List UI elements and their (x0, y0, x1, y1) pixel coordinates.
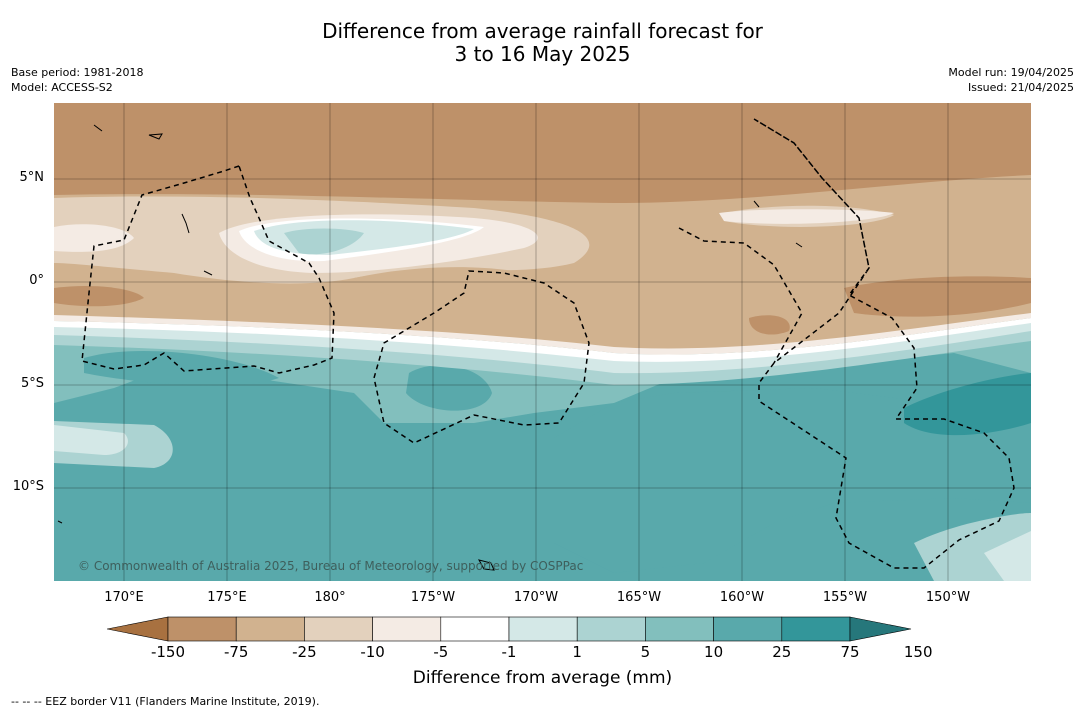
colorbar-title: Difference from average (mm) (412, 668, 673, 688)
light-brown-band (54, 313, 1031, 355)
teal-25-75-east (554, 388, 1031, 573)
brown-75-25-patch (749, 315, 790, 335)
colorbar-cell (440, 616, 510, 642)
chart-title: Difference from average rainfall forecas… (0, 20, 1085, 66)
brown-75-25-east (844, 276, 1031, 317)
colorbar-cell (781, 616, 851, 642)
title-line-2: 3 to 16 May 2025 (454, 42, 631, 66)
issued-date: Issued: 21/04/2025 (967, 81, 1074, 94)
colorbar-cell (235, 616, 305, 642)
teal-5-10-centre (284, 228, 364, 255)
colorbar-tick-label: -10 (360, 643, 385, 661)
brown-25-10-patch (354, 267, 517, 304)
lon-label-150w: 150°W (925, 590, 971, 605)
title-line-1: Difference from average rainfall forecas… (322, 19, 763, 43)
lon-label-160w: 160°W (719, 590, 765, 605)
colorbar-cell (576, 616, 646, 642)
meta-left: Base period: 1981-2018 Model: ACCESS-S2 (11, 65, 143, 95)
lon-label-175e: 175°E (207, 590, 247, 605)
lat-label-0: 0° (29, 273, 44, 288)
lat-label-5n: 5°N (19, 170, 45, 185)
graticule (54, 103, 1031, 581)
lon-label-170w: 170°W (513, 590, 559, 605)
teal-1-5-se (984, 531, 1031, 581)
island-coastlines (57, 124, 803, 571)
rainfall-map (54, 103, 1031, 581)
teal-1-5-west (54, 425, 128, 455)
colorbar (107, 616, 912, 642)
lat-label-10s: 10°S (12, 479, 44, 494)
copyright-text: © Commonwealth of Australia 2025, Bureau… (78, 559, 584, 573)
colorbar-cell (713, 616, 783, 642)
model-run: Model run: 19/04/2025 (948, 66, 1074, 79)
lon-label-165w: 165°W (616, 590, 662, 605)
colorbar-tick-label: 150 (903, 643, 933, 661)
meta-right: Model run: 19/04/2025 Issued: 21/04/2025 (948, 65, 1074, 95)
colorbar-tick-label: -75 (223, 643, 249, 661)
teal-25-75-patch (406, 365, 492, 411)
colorbar-tick-label: -5 (433, 643, 449, 661)
colorbar-tick-label: 25 (772, 643, 792, 661)
colorbar-tick-label: 10 (704, 643, 724, 661)
colorbar-tick-label: -150 (150, 643, 186, 661)
colorbar-cell (167, 616, 237, 642)
colorbar-tick-label: 1 (572, 643, 582, 661)
colorbar-cell (645, 616, 714, 642)
brown-75-25-north (54, 103, 1031, 203)
colorbar-cell (372, 616, 442, 642)
colorbar-tick-label: 5 (640, 643, 651, 661)
model-name: Model: ACCESS-S2 (11, 81, 113, 94)
lon-label-180: 180° (314, 590, 346, 605)
eez-borders (81, 118, 1015, 569)
base-period: Base period: 1981-2018 (11, 66, 144, 79)
colorbar-tick-label: -25 (292, 643, 317, 661)
colorbar-tick-label: -1 (501, 643, 517, 661)
lon-label-170e: 170°E (104, 590, 144, 605)
lat-label-5s: 5°S (20, 376, 44, 391)
eez-legend: -- -- -- EEZ border V11 (Flanders Marine… (11, 695, 320, 708)
colorbar-cell (508, 616, 578, 642)
brown-5-1-east (719, 209, 894, 224)
lon-label-175w: 175°W (410, 590, 456, 605)
lon-label-155w: 155°W (822, 590, 868, 605)
white-band (54, 318, 1031, 362)
brown-5-1-west (54, 224, 134, 252)
colorbar-cell (304, 616, 373, 642)
colorbar-extend-high (849, 616, 912, 642)
colorbar-tick-label: 75 (840, 643, 860, 661)
colorbar-extend-low (107, 616, 169, 642)
brown-75-25-west (54, 286, 144, 307)
